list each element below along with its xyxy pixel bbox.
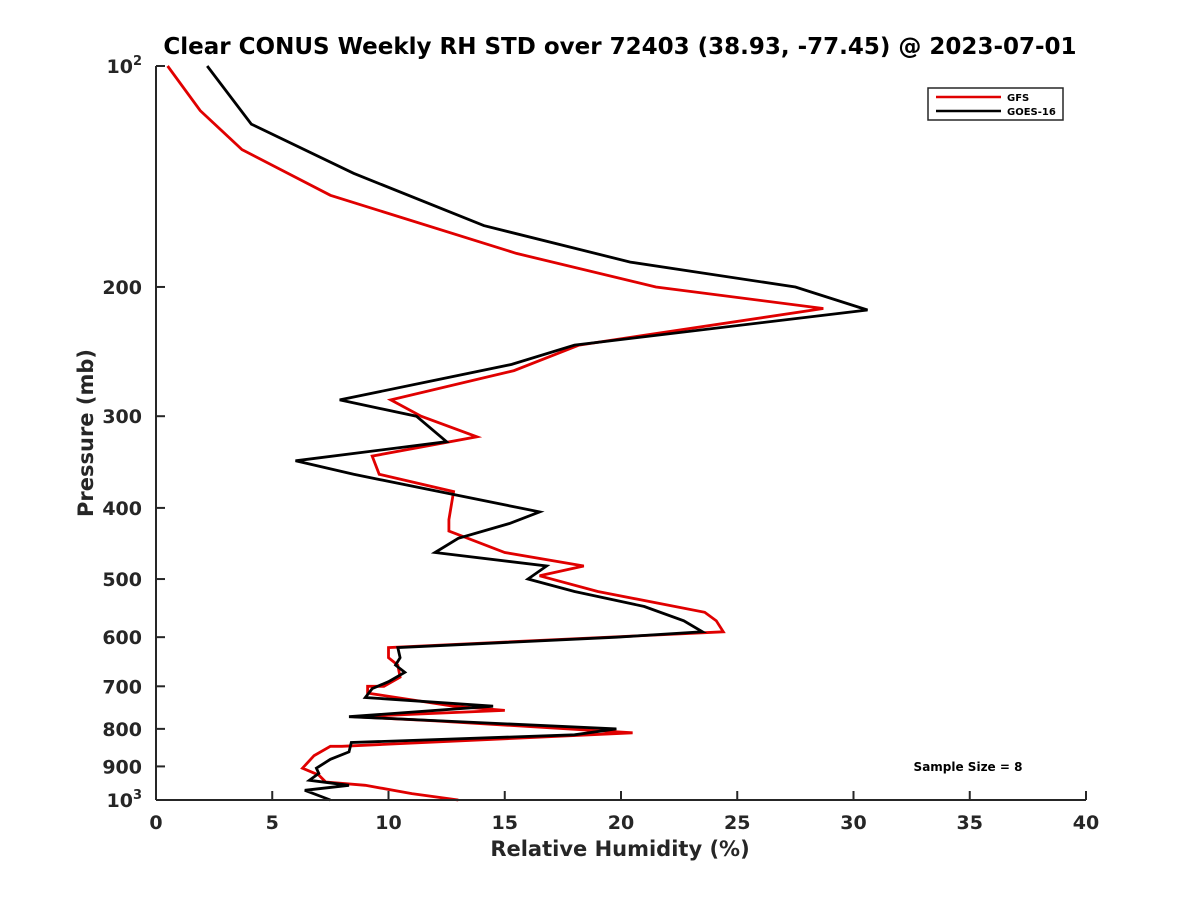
x-tick-label: 0 <box>149 812 162 834</box>
y-tick-label-base: 500 <box>102 569 142 591</box>
x-tick-label: 5 <box>266 812 279 834</box>
y-tick-label: 400 <box>102 498 142 520</box>
legend-box <box>927 87 1064 121</box>
x-tick-label: 20 <box>608 812 634 834</box>
y-tick-label-base: 900 <box>102 756 142 778</box>
x-tick-label: 40 <box>1073 812 1099 834</box>
plot-lines <box>166 65 868 802</box>
legend-label-goes16: GOES-16 <box>1007 107 1056 118</box>
series-line-gfs <box>166 65 824 802</box>
y-tick-label: 900 <box>102 756 142 778</box>
y-tick-label: 700 <box>102 676 142 698</box>
y-tick-label-base: 700 <box>102 676 142 698</box>
legend: GFS GOES-16 <box>927 87 1064 121</box>
x-tick-label: 25 <box>724 812 750 834</box>
legend-label-gfs: GFS <box>1007 93 1029 104</box>
chart-title: Clear CONUS Weekly RH STD over 72403 (38… <box>163 34 1076 60</box>
y-tick-label-base: 10 <box>107 790 133 812</box>
x-tick-label: 15 <box>492 812 518 834</box>
y-tick-label: 300 <box>102 406 142 428</box>
y-tick-label: 800 <box>102 719 142 741</box>
y-tick-label: 103 <box>107 788 143 812</box>
x-ticks: 0 5 10 15 20 25 30 35 40 <box>149 791 1099 834</box>
y-tick-label-exponent: 2 <box>133 54 142 69</box>
y-tick-label: 500 <box>102 569 142 591</box>
y-tick-label: 102 <box>107 54 143 78</box>
y-tick-label: 600 <box>102 627 142 649</box>
y-axis-label: Pressure (mb) <box>74 349 98 517</box>
y-tick-label-base: 200 <box>102 277 142 299</box>
series-line-goes16 <box>206 65 868 802</box>
x-tick-label: 30 <box>840 812 866 834</box>
y-tick-label: 200 <box>102 277 142 299</box>
y-tick-label-base: 600 <box>102 627 142 649</box>
y-tick-label-base: 300 <box>102 406 142 428</box>
y-tick-label-exponent: 3 <box>133 788 142 803</box>
x-tick-label: 35 <box>957 812 983 834</box>
y-tick-label-base: 800 <box>102 719 142 741</box>
x-tick-label: 10 <box>375 812 401 834</box>
y-tick-label-base: 10 <box>107 56 133 78</box>
x-axis-label: Relative Humidity (%) <box>490 837 749 861</box>
y-tick-label-base: 400 <box>102 498 142 520</box>
sample-size-annotation: Sample Size = 8 <box>914 760 1023 774</box>
